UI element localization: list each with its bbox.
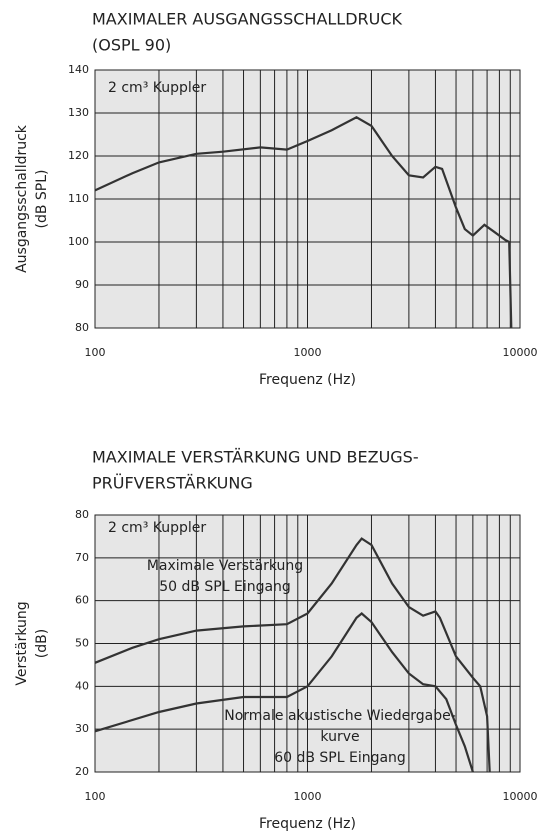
y-tick-label: 120 — [68, 149, 89, 162]
x-tick-label: 100 — [85, 346, 106, 359]
y-tick-label: 90 — [75, 278, 89, 291]
annotation: 2 cm³ Kuppler — [108, 520, 206, 536]
x-tick-label: 10000 — [503, 790, 538, 803]
y-axis-label: Verstärkung — [14, 601, 30, 685]
y-axis-label: Ausgangsschalldruck — [14, 124, 30, 273]
x-tick-label: 10000 — [503, 346, 538, 359]
y-tick-label: 50 — [75, 637, 89, 650]
y-tick-label: 100 — [68, 235, 89, 248]
y-axis-label: (dB SPL) — [34, 170, 50, 229]
annotation: Normale akustische Wiedergabe- — [224, 708, 456, 724]
y-tick-label: 80 — [75, 321, 89, 334]
line-series — [94, 612, 474, 773]
line-series — [94, 537, 491, 773]
chart-title: (OSPL 90) — [92, 36, 171, 55]
y-tick-label: 140 — [68, 63, 89, 76]
y-tick-label: 40 — [75, 679, 89, 692]
chart-title: MAXIMALE VERSTÄRKUNG UND BEZUGS- — [92, 448, 419, 467]
y-tick-label: 30 — [75, 722, 89, 735]
x-tick-label: 1000 — [294, 346, 322, 359]
y-tick-label: 60 — [75, 594, 89, 607]
x-axis-label: Frequenz (Hz) — [259, 372, 356, 388]
x-axis-label: Frequenz (Hz) — [259, 816, 356, 832]
y-tick-label: 20 — [75, 765, 89, 778]
annotation: kurve — [320, 729, 359, 745]
y-tick-label: 110 — [68, 192, 89, 205]
y-tick-label: 130 — [68, 106, 89, 119]
line-series — [94, 116, 513, 329]
chart-title: MAXIMALER AUSGANGSSCHALLDRUCK — [92, 10, 403, 29]
annotation: 2 cm³ Kuppler — [108, 80, 206, 96]
y-axis-label: (dB) — [34, 629, 50, 658]
x-tick-label: 100 — [85, 790, 106, 803]
annotation: 50 dB SPL Eingang — [159, 579, 291, 595]
y-tick-label: 70 — [75, 551, 89, 564]
chart-title: PRÜFVERSTÄRKUNG — [92, 474, 253, 493]
annotation: 60 dB SPL Eingang — [274, 750, 406, 766]
annotation: Maximale Verstärkung — [147, 558, 303, 574]
y-tick-label: 80 — [75, 508, 89, 521]
x-tick-label: 1000 — [294, 790, 322, 803]
